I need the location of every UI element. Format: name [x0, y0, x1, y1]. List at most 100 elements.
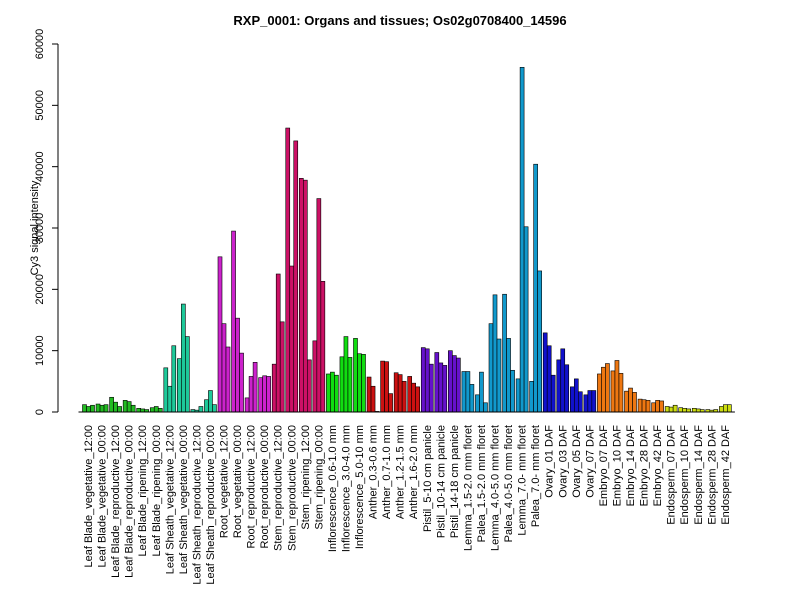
bar	[475, 394, 480, 413]
x-category-label: Leaf Blade_vegetative_12:00	[83, 425, 95, 568]
bar	[239, 352, 244, 413]
y-tick-label: 10000	[34, 335, 46, 366]
bar	[651, 402, 656, 413]
bar	[208, 390, 213, 413]
x-category-label: Ovary_03 DAF	[557, 425, 569, 498]
bar	[502, 293, 507, 413]
x-category-label: Leaf Sheath_vegetative_12:00	[164, 425, 176, 574]
y-tick-label: 0	[34, 409, 46, 415]
bar	[293, 140, 299, 413]
x-category-label: Endosperm_14 DAF	[693, 425, 705, 525]
bar	[624, 390, 629, 413]
x-category-label: Embryo_10 DAF	[611, 425, 623, 507]
x-category-label: Inflorescence_3.0-4.0 mm	[340, 425, 352, 552]
bar	[461, 371, 467, 413]
bar	[632, 392, 637, 413]
bar	[252, 362, 258, 413]
bar	[438, 362, 444, 413]
bar	[221, 323, 227, 413]
bar	[130, 404, 136, 413]
bar	[361, 354, 366, 413]
bar	[591, 390, 597, 413]
bar	[149, 407, 155, 413]
bar	[248, 376, 254, 413]
bar	[271, 363, 277, 413]
x-category-label: Lemma_1.5-2.0 mm floret	[462, 425, 474, 551]
bar	[542, 332, 548, 413]
bar	[177, 358, 182, 413]
bar	[601, 366, 606, 413]
bar	[420, 347, 426, 413]
x-category-label: Pistil_14-18 cm panicle	[449, 425, 461, 538]
bar	[727, 404, 732, 413]
bar	[655, 400, 660, 413]
x-category-label: Embryo_42 DAF	[652, 425, 664, 507]
bar	[691, 408, 697, 413]
bar	[330, 371, 335, 413]
bar	[452, 355, 457, 413]
bar	[641, 399, 647, 413]
x-category-label: Embryo_07 DAF	[598, 425, 610, 507]
x-category-label: Lemma_4.0-5.0 mm floret	[490, 425, 502, 551]
x-category-label: Leaf Sheath_vegetative_00:00	[178, 425, 190, 574]
x-category-label: Endosperm_28 DAF	[706, 425, 718, 525]
x-category-label: Leaf Blade_ripening_12:00	[137, 425, 149, 557]
x-category-label: Anther_1.6-2.0 mm	[408, 425, 420, 519]
bar	[668, 406, 674, 413]
bar	[678, 407, 684, 413]
bar	[289, 265, 295, 413]
bar	[167, 385, 173, 413]
y-tick-label: 30000	[34, 213, 46, 244]
y-axis-label: Cy3 signal intensity	[29, 180, 41, 275]
bar	[393, 372, 399, 413]
bar	[122, 400, 128, 413]
bar	[465, 371, 471, 413]
bar	[258, 377, 263, 413]
bar	[347, 357, 353, 413]
bar	[231, 230, 236, 413]
bar	[90, 404, 95, 413]
bar	[510, 369, 515, 413]
bar	[573, 378, 579, 413]
bar	[550, 374, 556, 413]
bar	[556, 359, 562, 413]
bar	[326, 373, 331, 413]
bar	[82, 404, 87, 413]
bar	[719, 406, 724, 413]
x-category-label: Root_vegetative_00:00	[232, 425, 244, 538]
x-category-label: Embryo_14 DAF	[625, 425, 637, 507]
bar	[306, 359, 312, 413]
bar	[366, 376, 372, 413]
bar	[523, 226, 529, 413]
bar	[117, 406, 122, 413]
y-tick-label: 60000	[34, 29, 46, 60]
y-tick-label: 20000	[34, 274, 46, 305]
bar	[401, 381, 407, 413]
bar	[136, 408, 141, 413]
bar	[560, 348, 566, 413]
bar	[225, 346, 231, 413]
bar	[428, 363, 434, 413]
bar	[519, 67, 525, 413]
bar	[95, 403, 101, 413]
bar	[605, 363, 610, 413]
bar	[515, 378, 521, 413]
y-axis: 0 10000 20000 30000 40000 50000 60000	[34, 29, 59, 415]
bar	[723, 404, 728, 413]
y-tick-label: 50000	[34, 90, 46, 121]
chart-title: RXP_0001: Organs and tissues; Os02g07084…	[233, 13, 566, 28]
bar	[456, 357, 461, 413]
bar	[109, 396, 114, 413]
bar	[577, 391, 583, 413]
bar	[204, 399, 209, 413]
bar	[407, 376, 413, 413]
y-tick-label: 40000	[34, 151, 46, 182]
bar	[244, 397, 250, 413]
bar	[537, 270, 542, 413]
x-category-label: Palea_7.0- mm floret	[530, 425, 542, 527]
bar	[637, 398, 643, 413]
bar	[533, 163, 538, 413]
bar	[469, 384, 475, 413]
bar	[320, 281, 326, 413]
x-category-label: Embryo_28 DAF	[639, 425, 651, 507]
